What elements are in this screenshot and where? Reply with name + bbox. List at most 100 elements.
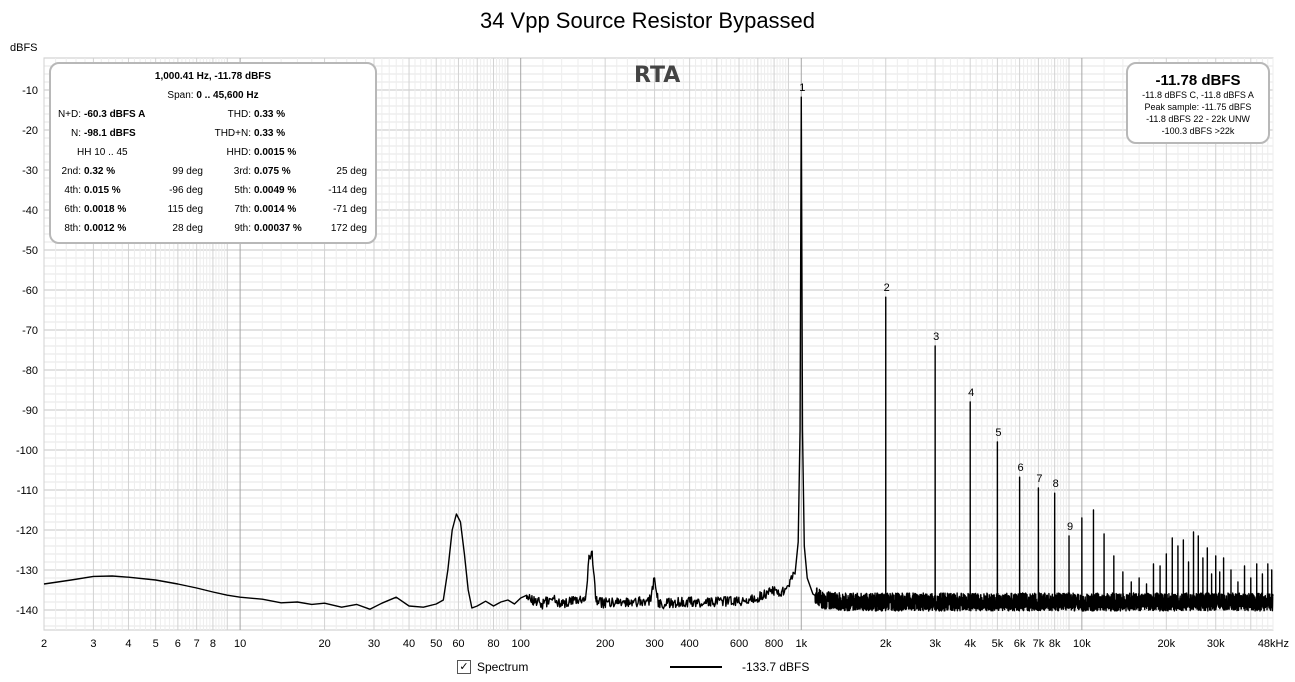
x-tick-label: 60 (452, 638, 464, 650)
harmonic-row: 6th: 0.0018 % 115 deg 7th: 0.0014 % -71 deg (51, 204, 375, 220)
stats-header: 1,000.41 Hz, -11.78 dBFS (154, 71, 272, 82)
harmonic-value: 0.0014 % (254, 204, 297, 215)
hhd-value: 0.0015 % (254, 147, 297, 158)
x-tick-label: 2k (880, 638, 892, 650)
harmonic-marker-label: 3 (933, 331, 939, 343)
harmonic-label: 9th: (234, 223, 251, 234)
thdn-label: THD+N: (214, 128, 251, 139)
harmonic-phase: 99 deg (172, 166, 203, 177)
x-tick-labels: 2 3 4 5 6 7 8 10 20 30 40 50 60 80 100 200 300 400 600 800 1… (41, 638, 1289, 650)
y-tick-label: -120 (16, 525, 38, 537)
harmonic-label: 6th: (64, 204, 81, 215)
hhd-label: HHD: (226, 147, 251, 158)
harmonic-marker-label: 7 (1036, 473, 1042, 485)
harmonic-marker-label: 4 (968, 387, 974, 399)
x-tick-label: 7k (1033, 638, 1045, 650)
legend-series-name: Spectrum (477, 660, 529, 674)
y-tick-label: -50 (22, 245, 38, 257)
x-tick-label: 20 (318, 638, 330, 650)
x-tick-label: 4k (964, 638, 976, 650)
y-tick-label: -130 (16, 565, 38, 577)
harmonic-label: 8th: (64, 223, 81, 234)
y-tick-label: -140 (16, 605, 38, 617)
y-tick-label: -90 (22, 405, 38, 417)
distortion-stats-box[interactable]: 1,000.41 Hz, -11.78 dBFS Span: 0 .. 45,6… (49, 62, 377, 244)
y-tick-label: -20 (22, 125, 38, 137)
n-value: -98.1 dBFS (84, 128, 136, 139)
x-tick-label: 4 (125, 638, 131, 650)
harmonic-phase: 115 deg (167, 204, 203, 215)
harmonic-phase: -114 deg (328, 185, 367, 196)
chart-title: 34 Vpp Source Resistor Bypassed (479, 8, 816, 33)
x-tick-label: 8 (210, 638, 216, 650)
x-tick-label: 100 (512, 638, 530, 650)
hh-range: HH 10 .. 45 (77, 147, 128, 158)
x-tick-label: 8k (1049, 638, 1061, 650)
x-tick-label: 20k (1157, 638, 1175, 650)
x-tick-label: 30 (368, 638, 380, 650)
y-tick-label: -110 (17, 485, 38, 497)
x-tick-label: 48kHz (1258, 638, 1289, 650)
harmonic-phase: 28 deg (172, 223, 203, 234)
harmonic-label: 4th: (64, 185, 81, 196)
nd-label: N+D: (57, 109, 81, 120)
x-tick-label: 400 (680, 638, 698, 650)
level-peak-sample: Peak sample: -11.75 dBFS (1144, 102, 1252, 112)
legend: ✓ Spectrum -133.7 dBFS (0, 658, 1295, 678)
harmonic-label: 3rd: (233, 166, 251, 177)
y-tick-label: -100 (16, 445, 38, 457)
x-tick-label: 2 (41, 638, 47, 650)
x-tick-label: 600 (730, 638, 748, 650)
harmonic-row: 8th: 0.0012 % 28 deg 9th: 0.00037 % 172 deg (51, 223, 375, 239)
legend-line-swatch (670, 666, 722, 668)
harmonic-marker-label: 9 (1067, 521, 1073, 533)
thd-label: THD: (227, 109, 251, 120)
x-tick-label: 6 (175, 638, 181, 650)
harmonic-phase: -96 deg (169, 185, 203, 196)
level-main: -11.78 dBFS (1155, 72, 1241, 89)
x-tick-label: 3k (929, 638, 941, 650)
y-axis-unit: dBFS (10, 42, 38, 54)
x-tick-label: 1k (795, 638, 807, 650)
thd-value: 0.33 % (254, 109, 286, 120)
harmonic-value: 0.0012 % (84, 223, 127, 234)
x-tick-label: 5k (992, 638, 1004, 650)
x-tick-label: 200 (596, 638, 614, 650)
harmonic-row: 4th: 0.015 % -96 deg 5th: 0.0049 % -114 deg (51, 185, 375, 201)
level-unweighted: -11.8 dBFS 22 - 22k UNW (1146, 114, 1250, 124)
harmonic-phase: 172 deg (330, 223, 367, 234)
y-tick-labels: -10 -20 -30 -40 -50 -60 -70 -80 -90 -100 -110 -120 -… (16, 85, 38, 617)
harmonic-phase: -71 deg (333, 204, 367, 215)
harmonic-marker-label: 5 (995, 427, 1001, 439)
spectrum-checkbox[interactable]: ✓ (457, 660, 471, 674)
harmonic-markers: 1 2 3 4 5 67 8 9 (799, 82, 1073, 533)
x-tick-label: 300 (645, 638, 663, 650)
harmonic-value: 0.0049 % (254, 185, 297, 196)
y-tick-label: -80 (22, 365, 38, 377)
harmonic-marker-label: 2 (884, 282, 890, 294)
y-tick-label: -30 (22, 165, 38, 177)
harmonic-label: 5th: (234, 185, 251, 196)
legend-series-value: -133.7 dBFS (742, 660, 810, 674)
harmonic-marker-label: 6 (1018, 462, 1024, 474)
level-weighted: -11.8 dBFS C, -11.8 dBFS A (1142, 90, 1254, 100)
x-tick-label: 80 (487, 638, 499, 650)
spectrum-trace (43, 96, 1274, 612)
level-above-22k: -100.3 dBFS >22k (1161, 126, 1235, 136)
harmonic-label: 2nd: (61, 166, 81, 177)
x-tick-label: 40 (403, 638, 415, 650)
harmonic-marker-label: 8 (1053, 478, 1059, 490)
x-tick-label: 800 (765, 638, 783, 650)
thdn-value: 0.33 % (254, 128, 286, 139)
harmonic-label: 7th: (234, 204, 251, 215)
y-tick-label: -70 (22, 325, 38, 337)
y-tick-label: -60 (22, 285, 38, 297)
harmonic-value: 0.015 % (84, 185, 121, 196)
rta-label: RTA (634, 63, 681, 88)
level-readout-box[interactable]: -11.78 dBFS -11.8 dBFS C, -11.8 dBFS A P… (1126, 62, 1270, 144)
harmonic-marker-label: 1 (799, 82, 805, 94)
y-tick-label: -10 (22, 85, 38, 97)
x-tick-label: 7 (194, 638, 200, 650)
harmonic-value: 0.00037 % (254, 223, 302, 234)
